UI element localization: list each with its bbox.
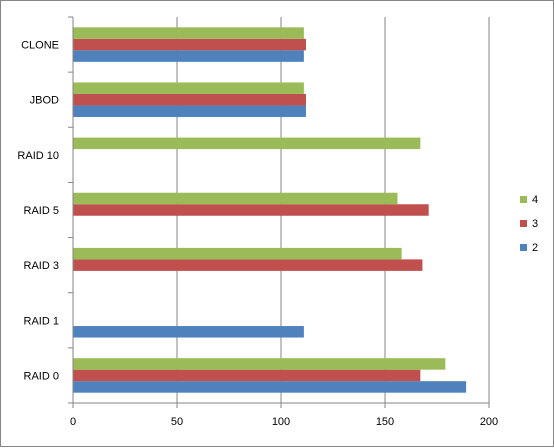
legend-swatch-3 [520, 220, 527, 227]
bar-jbod-series-2 [73, 105, 306, 117]
bar-raid-0-series-2 [73, 381, 467, 393]
axes [68, 16, 490, 408]
category-label-raid-0: RAID 0 [24, 370, 59, 382]
legend-swatch-2 [520, 244, 527, 251]
bar-raid-1-series-2 [73, 326, 304, 338]
category-label-clone: CLONE [21, 40, 59, 52]
category-label-raid-10: RAID 10 [17, 150, 59, 162]
bar-clone-series-4 [73, 27, 304, 39]
x-tick-label-100: 100 [272, 416, 290, 428]
bar-raid-0-series-3 [73, 369, 421, 382]
tick-labels: 0 50 100 150 200 RAID 0 RAID 1 RAID 3 RAID 5 RAID… [17, 40, 498, 428]
legend-label-2: 2 [532, 242, 538, 254]
x-tick-label-200: 200 [480, 416, 498, 428]
x-tick-label-150: 150 [376, 416, 394, 428]
category-label-raid-1: RAID 1 [24, 315, 59, 327]
legend: 4 3 2 [520, 194, 538, 254]
x-tick-label-0: 0 [70, 416, 76, 428]
category-label-jbod: JBOD [30, 95, 59, 107]
x-tick-label-50: 50 [171, 416, 183, 428]
bars [73, 27, 467, 393]
legend-label-3: 3 [532, 218, 538, 230]
bar-jbod-series-4 [73, 82, 304, 94]
legend-swatch-4 [520, 196, 527, 203]
category-label-raid-5: RAID 5 [24, 205, 59, 217]
legend-label-4: 4 [532, 194, 538, 206]
bar-raid-5-series-3 [73, 204, 429, 216]
bar-raid-5-series-4 [73, 192, 398, 205]
bar-raid-0-series-4 [73, 358, 446, 370]
bar-raid-3-series-4 [73, 247, 402, 260]
bar-raid-10-series-4 [73, 137, 421, 150]
bar-jbod-series-3 [73, 93, 306, 106]
bar-raid-3-series-3 [73, 259, 423, 271]
bar-clone-series-2 [73, 50, 304, 62]
category-label-raid-3: RAID 3 [24, 260, 59, 272]
bar-clone-series-3 [73, 38, 306, 51]
